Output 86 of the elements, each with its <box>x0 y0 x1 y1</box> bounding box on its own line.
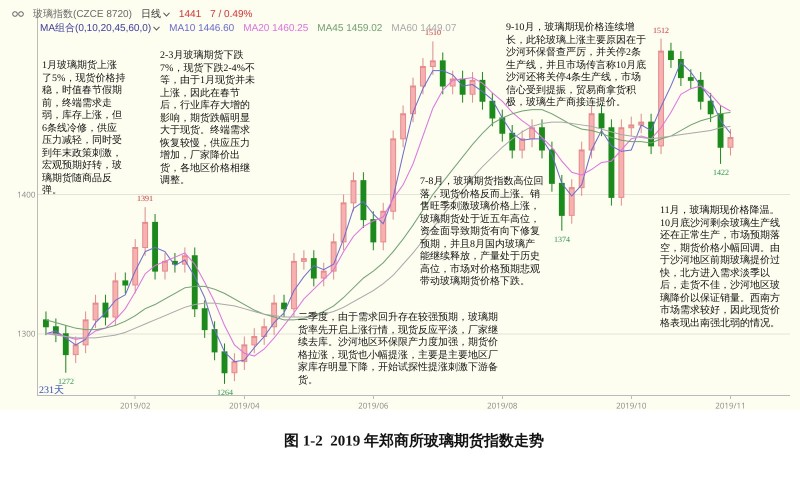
candlestick <box>400 104 406 148</box>
annotation: 1264 <box>217 388 233 397</box>
candlestick <box>470 72 476 104</box>
candlestick <box>499 109 506 142</box>
candlestick <box>232 352 238 382</box>
candlestick <box>668 42 674 68</box>
candlestick <box>698 72 704 110</box>
candlestick <box>718 104 724 164</box>
candlestick <box>122 272 128 294</box>
text: 1月玻璃期货上涨了5%，现货价格持稳，时值春节假期前，终端需求走弱，库存上涨，但6条线冷修，供应压力减轻，同时受到年末政策刺激，宏观预期好转，玻璃期货随商品反弹。 <box>42 60 126 196</box>
text: 图 1-2 2019 年郑商所玻璃期货指数走势 <box>284 431 544 450</box>
annotation: 1391 <box>137 194 153 203</box>
candlestick <box>370 210 376 251</box>
candlestick <box>320 262 327 287</box>
candlestick <box>72 336 79 364</box>
candlestick <box>291 252 297 318</box>
candlestick <box>548 141 555 192</box>
annotation: 1272 <box>58 377 74 386</box>
y-tick-label: 1300 <box>17 328 36 340</box>
x-tick-label: 2019/04 <box>229 400 260 412</box>
candlestick <box>251 328 258 354</box>
candlestick <box>558 174 565 232</box>
annotation: 231天 <box>39 385 64 396</box>
candlestick <box>430 40 436 76</box>
annotation: 1512 <box>653 26 669 35</box>
candlestick <box>658 38 664 155</box>
candlestick <box>440 52 446 95</box>
candlestick <box>202 300 208 338</box>
candlestick <box>360 172 366 228</box>
candlestick <box>618 118 624 206</box>
candlestick <box>350 172 356 212</box>
x-tick-label: 2019/06 <box>358 400 389 412</box>
annotation: 1374 <box>554 235 570 244</box>
candlestick <box>102 294 108 326</box>
candlestick <box>92 294 98 329</box>
candlestick <box>330 233 337 280</box>
candlestick <box>728 128 734 156</box>
annotation: 1441 <box>178 8 202 20</box>
candlestick <box>578 141 585 196</box>
text: 11月，玻璃期现价格降温。10月底沙河剩余玻璃生产线还在正常生产，市场预期落空，期货价格小幅回调。由于沙河地区前期玻璃提价过快，北方进入需求淡季以后，走货不佳，沙河地区玻璃降价以保证销量。西南方市场需求较好，因此现货价格表现出南强北弱的情况。 <box>660 205 780 328</box>
annotation: MA组合(0,10,20,45,60,0) <box>40 22 152 35</box>
candlestick <box>132 238 138 294</box>
candlestick <box>300 250 307 270</box>
candlestick <box>340 194 346 251</box>
candlestick <box>43 310 49 336</box>
candlestick <box>588 104 595 159</box>
candlestick <box>688 68 694 90</box>
text: MA20 1460.25 <box>243 22 308 34</box>
candlestick <box>172 252 178 273</box>
candlestick <box>162 252 168 280</box>
candlestick <box>410 77 416 123</box>
candlestick <box>310 250 317 287</box>
candlestick <box>519 130 526 159</box>
x-tick-label: 2019/11 <box>715 400 746 412</box>
candlestick <box>489 92 496 127</box>
annotation: 1422 <box>713 168 729 177</box>
candlestick <box>222 342 228 384</box>
candlestick <box>420 58 426 95</box>
candlestick <box>112 272 118 326</box>
candlestick <box>142 206 148 256</box>
annotation: 日线 <box>140 8 162 21</box>
candlestick <box>62 324 69 374</box>
candlestick <box>708 92 714 123</box>
candlestick <box>460 70 466 104</box>
candlestick <box>390 130 396 220</box>
candlestick <box>608 118 614 206</box>
candlestick <box>568 178 575 224</box>
candlestick <box>212 320 218 361</box>
candlestick <box>281 294 287 318</box>
x-tick-label: 2019/08 <box>487 400 518 412</box>
x-tick-label: 2019/02 <box>120 400 151 412</box>
y-tick-label: 1400 <box>17 189 36 200</box>
text: 2-3月玻璃期货下跌7%，现货下跌2-4%不等，由于1月现货并未上涨，因此在春节后，行业库存大增的影响，期货跌幅明显大于现货。终端需求恢复较慢，供应压力增加，厂家降价出货，各地区价格相继调整。 <box>160 50 255 186</box>
candlestick <box>529 118 535 148</box>
candlestick <box>678 50 684 86</box>
candlestick <box>598 104 604 137</box>
text: MA45 1459.02 <box>317 22 382 34</box>
candlestick <box>261 318 268 346</box>
candlestick <box>638 113 644 134</box>
annotation: 玻璃指数(CZCE 8720) <box>33 8 132 21</box>
annotation: 9-10月，玻璃期现价格连续增长，此轮玻璃上涨主要原因在于沙河环保督查严厉，并关停2条生产线，并且市场传言称10月底沙河还将关停4条生产线，市场信心受到提振，贸易商拿货积极，玻璃生产商接连提价。 <box>506 22 647 110</box>
candlestick <box>152 214 158 280</box>
text: MA10 1446.60 <box>169 22 234 34</box>
annotation: 7 / 0.49% <box>210 8 252 20</box>
x-tick-label: 2019/10 <box>616 400 647 412</box>
candlestick <box>628 116 634 137</box>
